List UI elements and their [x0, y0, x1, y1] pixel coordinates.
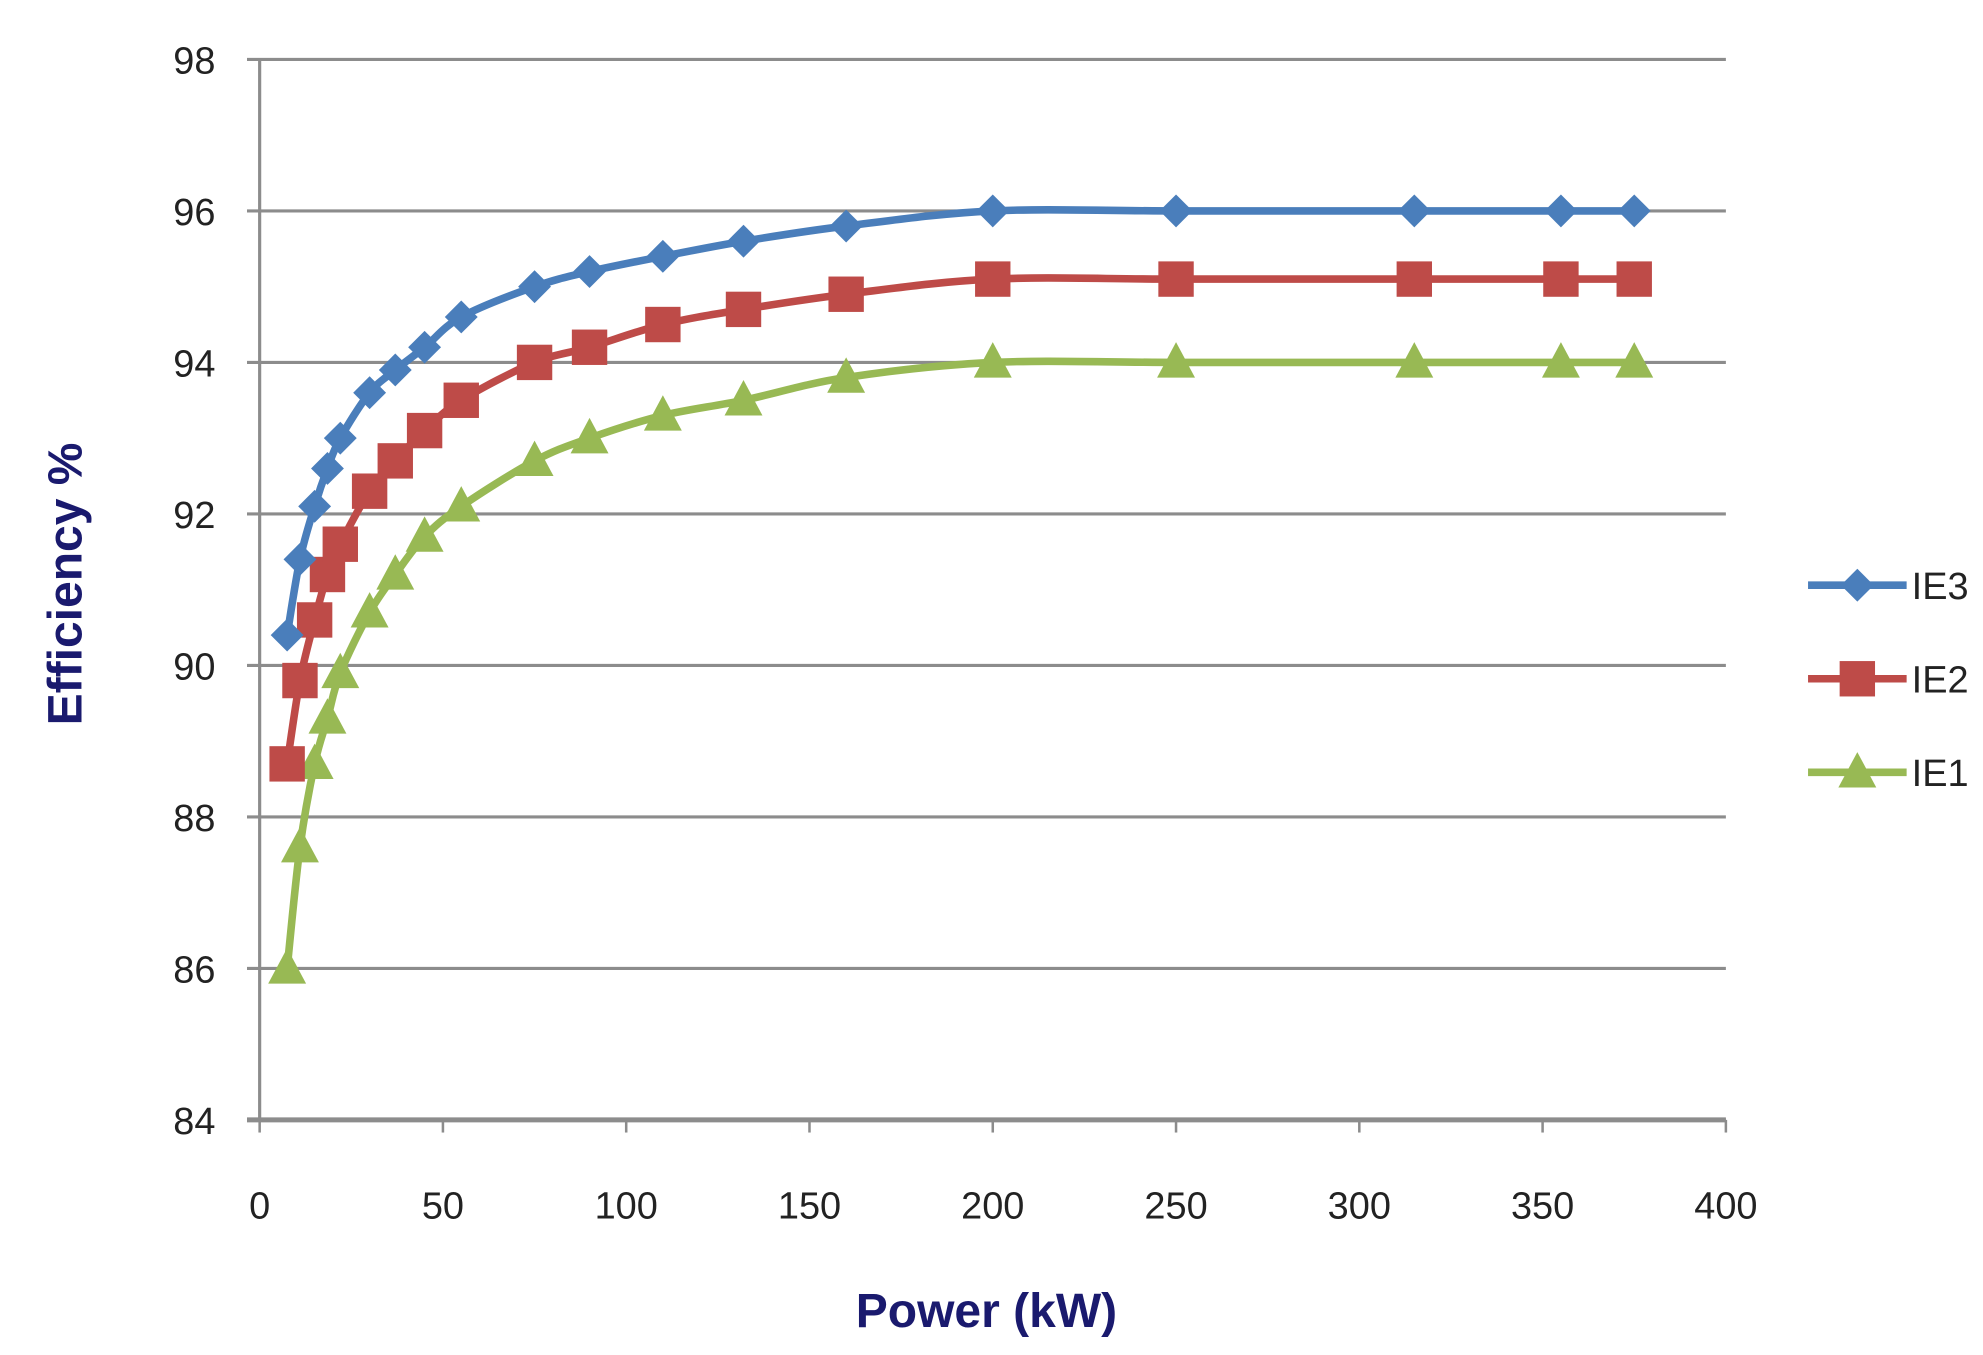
data-point-ie3 — [408, 330, 442, 364]
legend-label: IE2 — [1912, 660, 1969, 702]
x-tick-label: 100 — [595, 1185, 658, 1227]
data-point-ie1 — [268, 948, 307, 984]
data-point-ie1 — [827, 357, 866, 393]
x-tick-label: 300 — [1328, 1185, 1391, 1227]
x-tick-label: 50 — [422, 1185, 464, 1227]
data-point-ie1 — [350, 592, 389, 628]
axes — [247, 59, 1728, 1133]
data-point-ie2 — [725, 291, 762, 328]
data-point-ie3 — [1397, 194, 1431, 228]
series-line-ie3 — [283, 205, 1635, 636]
legend: IE3 IE2 IE1 — [1808, 566, 1969, 795]
data-point-ie1 — [1615, 342, 1654, 378]
data-point-ie3 — [353, 376, 387, 410]
data-point-ie1 — [281, 826, 319, 863]
x-tick-label: 250 — [1144, 1185, 1207, 1227]
x-tick-label: 0 — [249, 1185, 270, 1227]
data-point-ie2 — [828, 276, 864, 312]
data-point-ie2 — [516, 344, 553, 381]
data-point-ie3 — [1544, 194, 1578, 228]
data-point-ie3 — [1159, 194, 1193, 228]
data-point-ie1 — [308, 698, 347, 734]
x-tick-label: 350 — [1511, 1185, 1574, 1227]
data-point-ie2 — [351, 473, 388, 509]
series-ie1 — [268, 342, 1654, 984]
data-point-ie2 — [443, 382, 479, 418]
legend-marker — [1840, 568, 1874, 602]
data-point-ie1 — [1157, 342, 1196, 378]
legend-label: IE3 — [1912, 566, 1969, 608]
x-tick-label: 150 — [778, 1185, 841, 1227]
legend-marker — [1838, 752, 1877, 788]
legend-item-ie1: IE1 — [1808, 752, 1969, 795]
data-point-ie1 — [570, 417, 609, 454]
data-point-ie3 — [298, 489, 332, 523]
data-point-ie2 — [975, 261, 1011, 297]
data-point-ie1 — [442, 486, 481, 522]
y-tick-label: 88 — [173, 798, 215, 840]
data-point-ie1 — [376, 554, 415, 590]
data-point-ie2 — [269, 746, 305, 782]
data-point-ie1 — [724, 380, 763, 416]
data-point-ie1 — [405, 516, 444, 552]
legend-label: IE1 — [1912, 753, 1969, 795]
data-point-ie3 — [378, 353, 412, 387]
data-point-ie1 — [515, 440, 554, 477]
y-tick-label: 92 — [173, 495, 215, 537]
y-tick-label: 94 — [173, 343, 215, 385]
data-point-ie2 — [406, 412, 443, 449]
y-tick-label: 86 — [173, 949, 215, 991]
data-point-ie2 — [645, 306, 681, 343]
data-point-ie2 — [377, 443, 413, 479]
data-point-ie3 — [323, 421, 357, 455]
x-axis-label: Power (kW) — [856, 1285, 1117, 1338]
series-group — [268, 194, 1654, 984]
data-point-ie1 — [643, 395, 682, 431]
y-tick-labels: 84 86 88 90 92 94 96 98 — [173, 40, 215, 1142]
y-tick-label: 84 — [173, 1101, 215, 1143]
data-point-ie2 — [309, 556, 346, 593]
series-ie3 — [270, 194, 1651, 652]
data-point-ie2 — [1158, 261, 1194, 297]
data-point-ie1 — [973, 342, 1012, 378]
data-point-ie1 — [321, 652, 360, 689]
y-tick-label: 90 — [173, 646, 215, 688]
data-point-ie2 — [1396, 261, 1433, 297]
data-point-ie3 — [976, 194, 1010, 228]
series-line-ie2 — [283, 274, 1635, 765]
data-point-ie3 — [727, 224, 760, 258]
data-point-ie2 — [1616, 261, 1652, 297]
legend-item-ie3: IE3 — [1808, 566, 1969, 608]
data-point-ie3 — [444, 300, 478, 334]
x-tick-label: 200 — [961, 1185, 1024, 1227]
y-tick-label: 98 — [173, 40, 215, 82]
data-point-ie3 — [311, 452, 344, 485]
data-point-ie2 — [296, 602, 333, 638]
data-point-ie1 — [295, 743, 334, 780]
data-point-ie3 — [573, 255, 606, 288]
x-tick-labels: 0 50 100 150 200 250 300 350 400 — [249, 1185, 1757, 1227]
data-point-ie3 — [518, 270, 551, 304]
data-point-ie1 — [1541, 342, 1580, 378]
data-point-ie2 — [282, 662, 318, 699]
x-tick-label: 400 — [1694, 1185, 1757, 1227]
legend-item-ie2: IE2 — [1808, 660, 1969, 702]
series-ie2 — [269, 261, 1652, 782]
legend-marker — [1839, 661, 1876, 697]
data-point-ie3 — [829, 209, 863, 243]
data-point-ie3 — [1617, 194, 1651, 228]
data-point-ie2 — [1543, 261, 1579, 297]
data-point-ie3 — [646, 239, 680, 273]
data-point-ie2 — [322, 526, 358, 562]
data-point-ie1 — [1395, 342, 1434, 378]
y-tick-label: 96 — [173, 192, 215, 234]
data-point-ie2 — [571, 329, 608, 365]
y-axis-label: Efficiency % — [39, 443, 92, 726]
